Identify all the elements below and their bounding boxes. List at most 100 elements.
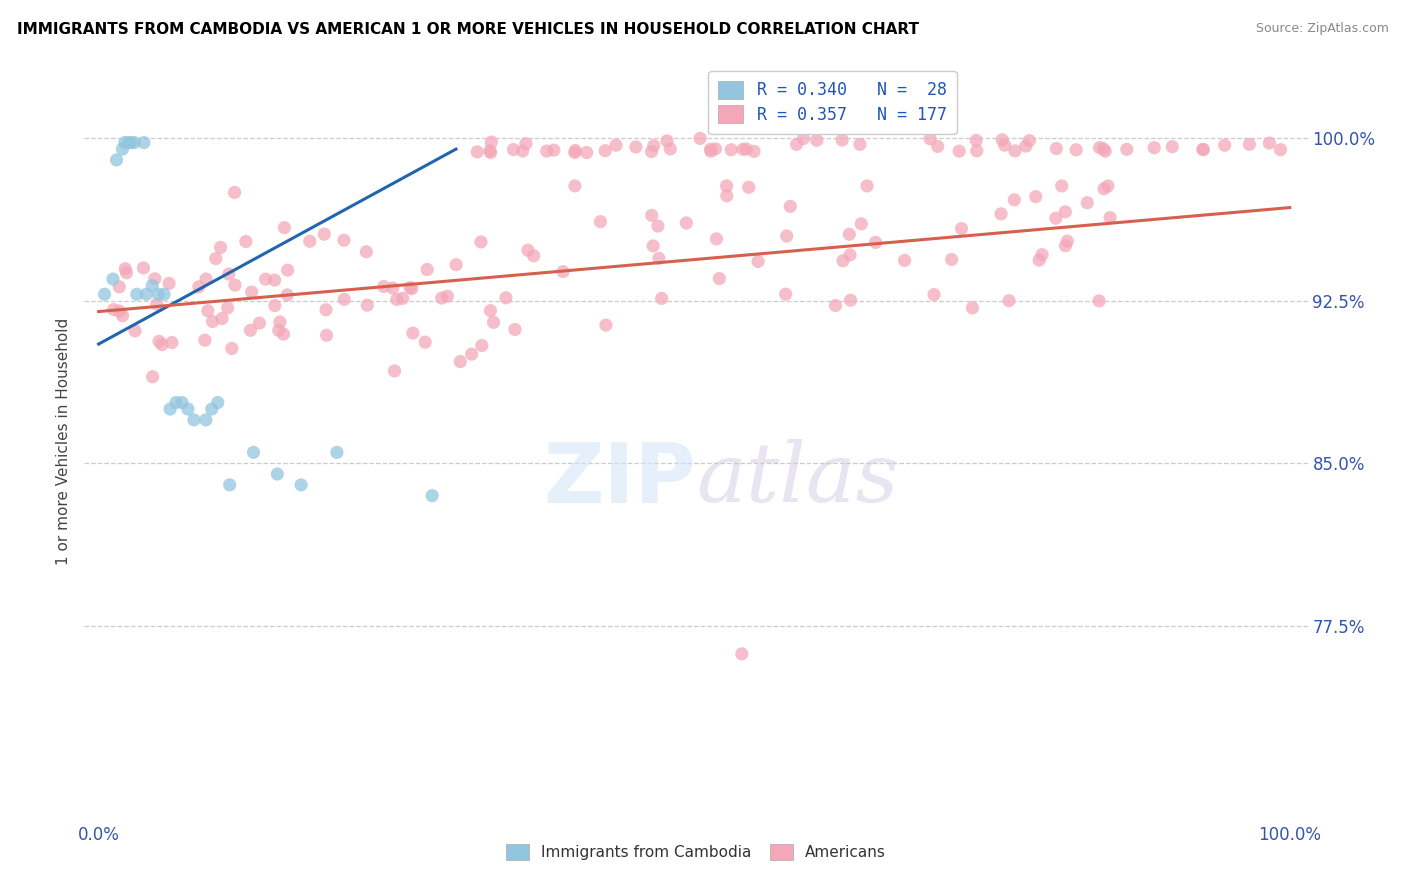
Point [132,260,155,275]
Point [700,145,723,159]
Point [920,132,942,146]
Point [444,258,467,272]
Point [479,303,502,318]
Point [277,263,299,277]
Point [998,293,1021,308]
Point [420,489,443,503]
Point [413,335,436,350]
Point [1239,137,1261,152]
Point [207,395,229,409]
Point [865,235,887,250]
Point [402,326,425,340]
Point [689,131,711,145]
Point [148,334,170,349]
Point [512,144,534,158]
Point [595,318,617,332]
Point [575,145,598,160]
Point [267,323,290,337]
Point [962,301,984,315]
Point [465,145,488,159]
Point [1002,193,1025,207]
Point [786,137,808,152]
Point [775,287,797,301]
Point [731,647,754,661]
Point [150,337,173,351]
Point [1076,195,1098,210]
Point [1143,141,1166,155]
Text: Source: ZipAtlas.com: Source: ZipAtlas.com [1256,22,1389,36]
Point [115,266,138,280]
Point [641,208,664,222]
Point [471,338,494,352]
Point [224,278,246,293]
Point [218,478,240,492]
Point [502,143,524,157]
Point [101,272,124,286]
Point [197,303,219,318]
Point [948,144,970,158]
Point [965,133,987,147]
Point [1045,142,1067,156]
Point [1050,178,1073,193]
Point [478,144,501,158]
Point [1099,211,1122,225]
Point [564,145,586,160]
Point [381,281,404,295]
Point [742,145,765,159]
Point [482,315,505,329]
Point [716,178,738,193]
Point [148,287,170,301]
Point [747,254,769,268]
Point [1018,134,1040,148]
Point [315,302,337,317]
Text: atlas: atlas [696,440,898,519]
Point [314,227,336,242]
Point [240,285,263,299]
Point [1161,139,1184,153]
Point [1092,182,1115,196]
Point [470,235,492,249]
Point [543,143,565,157]
Point [994,138,1017,153]
Point [1115,142,1137,156]
Point [624,140,647,154]
Point [851,217,873,231]
Point [824,298,846,312]
Point [651,291,673,305]
Point [201,314,224,328]
Point [699,142,721,156]
Point [479,145,502,160]
Point [114,261,136,276]
Point [738,180,761,194]
Point [516,243,538,257]
Point [1054,204,1077,219]
Point [648,252,671,266]
Point [776,229,799,244]
Point [1092,142,1115,156]
Point [384,364,406,378]
Point [224,186,246,200]
Point [1045,211,1067,226]
Text: IMMIGRANTS FROM CAMBODIA VS AMERICAN 1 OR MORE VEHICLES IN HOUSEHOLD CORRELATION: IMMIGRANTS FROM CAMBODIA VS AMERICAN 1 O… [17,22,920,37]
Point [263,299,285,313]
Point [401,282,423,296]
Point [1192,142,1215,156]
Point [194,333,217,347]
Point [177,402,200,417]
Point [221,342,243,356]
Point [647,219,669,233]
Point [1097,178,1119,193]
Point [990,207,1012,221]
Point [269,315,291,329]
Point [356,298,378,312]
Point [849,137,872,152]
Point [839,293,862,308]
Point [655,134,678,148]
Point [704,142,727,156]
Point [153,287,176,301]
Point [326,445,349,459]
Point [706,232,728,246]
Point [114,136,136,150]
Point [731,142,754,156]
Point [941,252,963,267]
